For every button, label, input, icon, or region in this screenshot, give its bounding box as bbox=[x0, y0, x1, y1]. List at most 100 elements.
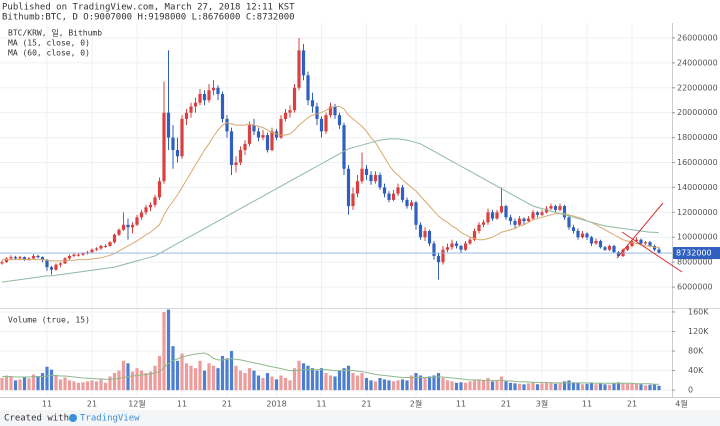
volume-bar bbox=[391, 381, 396, 391]
plot bbox=[0, 37, 672, 391]
volume-bar bbox=[112, 373, 117, 391]
y-tick-label: 18000000 bbox=[677, 133, 718, 142]
candle-body bbox=[0, 262, 4, 264]
candle-body bbox=[508, 217, 513, 222]
y-tick-label: 40K bbox=[688, 366, 704, 375]
candle-body bbox=[657, 249, 661, 254]
candle-body bbox=[171, 137, 175, 151]
candle-body bbox=[297, 50, 301, 88]
volume-bar bbox=[157, 355, 162, 391]
volume-bar bbox=[148, 371, 153, 391]
volume-bar bbox=[346, 365, 351, 391]
volume-bar bbox=[477, 379, 481, 391]
candle-body bbox=[180, 118, 184, 157]
volume-bar bbox=[22, 377, 27, 391]
candle-body bbox=[207, 90, 211, 101]
volume-bar bbox=[630, 383, 634, 391]
footer-brand[interactable]: TradingView bbox=[80, 414, 140, 424]
y-tick-label: 120K bbox=[688, 327, 709, 336]
volume-bar bbox=[342, 368, 346, 391]
candle-body bbox=[418, 224, 423, 238]
candle-body bbox=[135, 217, 139, 225]
x-tick-label: 21 bbox=[501, 400, 511, 409]
candle-body bbox=[567, 217, 571, 228]
candle-body bbox=[301, 50, 306, 76]
volume-bar bbox=[486, 377, 490, 391]
volume-bar bbox=[81, 382, 85, 391]
candle-body bbox=[67, 255, 72, 259]
candle-body bbox=[202, 94, 207, 101]
volume-legend: Volume (true, 15) bbox=[8, 316, 90, 325]
volume-bar bbox=[450, 381, 454, 391]
volume-bar bbox=[540, 383, 544, 391]
volume-bar bbox=[288, 380, 292, 391]
volume-bar bbox=[625, 383, 630, 391]
volume-bar bbox=[432, 375, 436, 391]
volume-bar bbox=[31, 374, 36, 391]
candle-body bbox=[40, 257, 45, 260]
candle-body bbox=[58, 263, 63, 265]
volume-bar bbox=[310, 368, 315, 391]
candle-body bbox=[589, 237, 594, 244]
candle-body bbox=[378, 174, 382, 188]
chart-title: BTC/KRW, 일, Bithumb bbox=[8, 29, 102, 38]
candle-body bbox=[648, 242, 652, 246]
y-tick-label: 6000000 bbox=[677, 283, 713, 292]
y-tick-label: 14000000 bbox=[677, 183, 718, 192]
volume-bar bbox=[67, 380, 72, 391]
candle-body bbox=[45, 259, 49, 268]
candle-body bbox=[9, 257, 13, 259]
volume-bar bbox=[180, 353, 184, 391]
legend-entry: MA (15, close, 0) bbox=[8, 39, 90, 48]
volume-bar bbox=[472, 380, 477, 391]
volume-bar bbox=[414, 373, 418, 391]
volume-bar bbox=[94, 381, 99, 391]
ma-line bbox=[2, 105, 659, 262]
candle-body bbox=[495, 212, 499, 219]
candle-body bbox=[598, 240, 603, 248]
candle-body bbox=[549, 206, 553, 209]
volume-bar bbox=[328, 375, 333, 391]
volume-bar bbox=[589, 382, 594, 391]
candle-body bbox=[234, 162, 238, 165]
volume-bar bbox=[378, 377, 382, 391]
symbol-line: Bithumb:BTC, D O:9007000 H:9198000 L:867… bbox=[2, 13, 295, 23]
volume-bar bbox=[103, 382, 108, 391]
volume-bar bbox=[193, 368, 198, 391]
volume-bar bbox=[504, 381, 508, 391]
volume-bar bbox=[45, 366, 49, 391]
candle-body bbox=[108, 242, 112, 246]
volume-bar bbox=[454, 382, 459, 391]
y-tick-label: 16000000 bbox=[677, 158, 718, 167]
candle-body bbox=[342, 125, 346, 169]
ma-line bbox=[1, 138, 660, 283]
volume-bar bbox=[522, 384, 526, 391]
candle-body bbox=[652, 245, 657, 250]
y-tick-label: 10000000 bbox=[677, 233, 718, 242]
volume-bar bbox=[553, 383, 558, 391]
candle-body bbox=[270, 131, 274, 151]
brand-logo bbox=[69, 414, 77, 422]
volume-bar bbox=[490, 381, 495, 391]
volume-bar bbox=[211, 365, 216, 391]
y-tick-label: 0 bbox=[688, 386, 693, 395]
volume-bar bbox=[648, 384, 652, 391]
candle-body bbox=[184, 112, 189, 119]
volume-bar bbox=[643, 385, 648, 391]
volume-bar bbox=[301, 363, 306, 391]
candle-body bbox=[454, 243, 459, 246]
volume-bar bbox=[396, 380, 400, 391]
grid bbox=[0, 23, 672, 397]
volume-bar bbox=[135, 368, 139, 391]
candle-body bbox=[490, 212, 495, 219]
candle-body bbox=[76, 254, 81, 256]
volume-bar bbox=[274, 379, 279, 391]
drawn-trendline bbox=[616, 202, 664, 259]
volume-bar bbox=[517, 383, 522, 391]
volume-bar bbox=[130, 371, 135, 391]
candle-body bbox=[607, 245, 612, 250]
published-line: Published on TradingView.com, March 27, … bbox=[2, 3, 295, 13]
volume-bar bbox=[99, 379, 103, 391]
candle-body bbox=[103, 245, 108, 247]
candle-body bbox=[351, 193, 355, 207]
